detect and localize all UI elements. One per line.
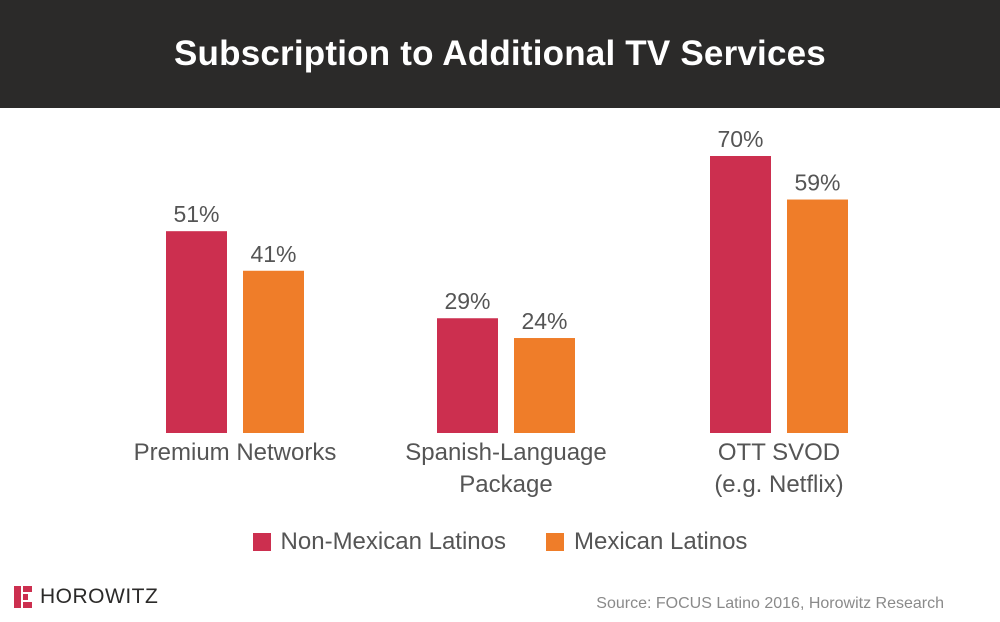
legend-swatch-mexican — [546, 533, 564, 551]
legend-item-non-mexican: Non-Mexican Latinos — [252, 528, 506, 556]
category-label-0-line-0: Premium Networks — [134, 439, 337, 466]
horowitz-logo: HOROWITZ — [14, 584, 158, 610]
data-label-mexican-2: 59% — [794, 170, 840, 196]
category-label-2-line-1: (e.g. Netflix) — [714, 471, 843, 498]
category-label-2-line-0: OTT SVOD — [718, 439, 840, 466]
data-label-mexican-0: 41% — [250, 241, 296, 267]
horowitz-logo-icon — [14, 586, 32, 608]
logo-text: HOROWITZ — [40, 585, 159, 608]
category-label-1-line-0: Spanish-Language — [405, 439, 607, 466]
data-label-mexican-1: 24% — [521, 308, 567, 334]
bar-non-mexican-2 — [710, 156, 771, 433]
title-banner: Subscription to Additional TV Services — [0, 0, 1000, 108]
legend-item-mexican: Mexican Latinos — [546, 528, 747, 556]
data-label-non-mexican-1: 29% — [444, 288, 490, 314]
category-label-1-line-1: Package — [459, 471, 552, 498]
data-label-non-mexican-2: 70% — [717, 126, 763, 152]
bar-non-mexican-0 — [166, 231, 227, 433]
bar-mexican-0 — [243, 270, 304, 433]
bar-mexican-1 — [514, 338, 575, 433]
bar-non-mexican-1 — [437, 318, 498, 433]
chart-title: Subscription to Additional TV Services — [174, 34, 826, 73]
bar-mexican-2 — [787, 199, 848, 433]
legend-swatch-non-mexican — [252, 533, 271, 551]
legend-label-mexican: Mexican Latinos — [574, 528, 748, 555]
source-note: Source: FOCUS Latino 2016, Horowitz Rese… — [596, 595, 944, 612]
legend: Non-Mexican Latinos Mexican Latinos — [0, 528, 1000, 556]
legend-label-non-mexican: Non-Mexican Latinos — [280, 528, 506, 555]
data-label-non-mexican-0: 51% — [173, 201, 219, 227]
